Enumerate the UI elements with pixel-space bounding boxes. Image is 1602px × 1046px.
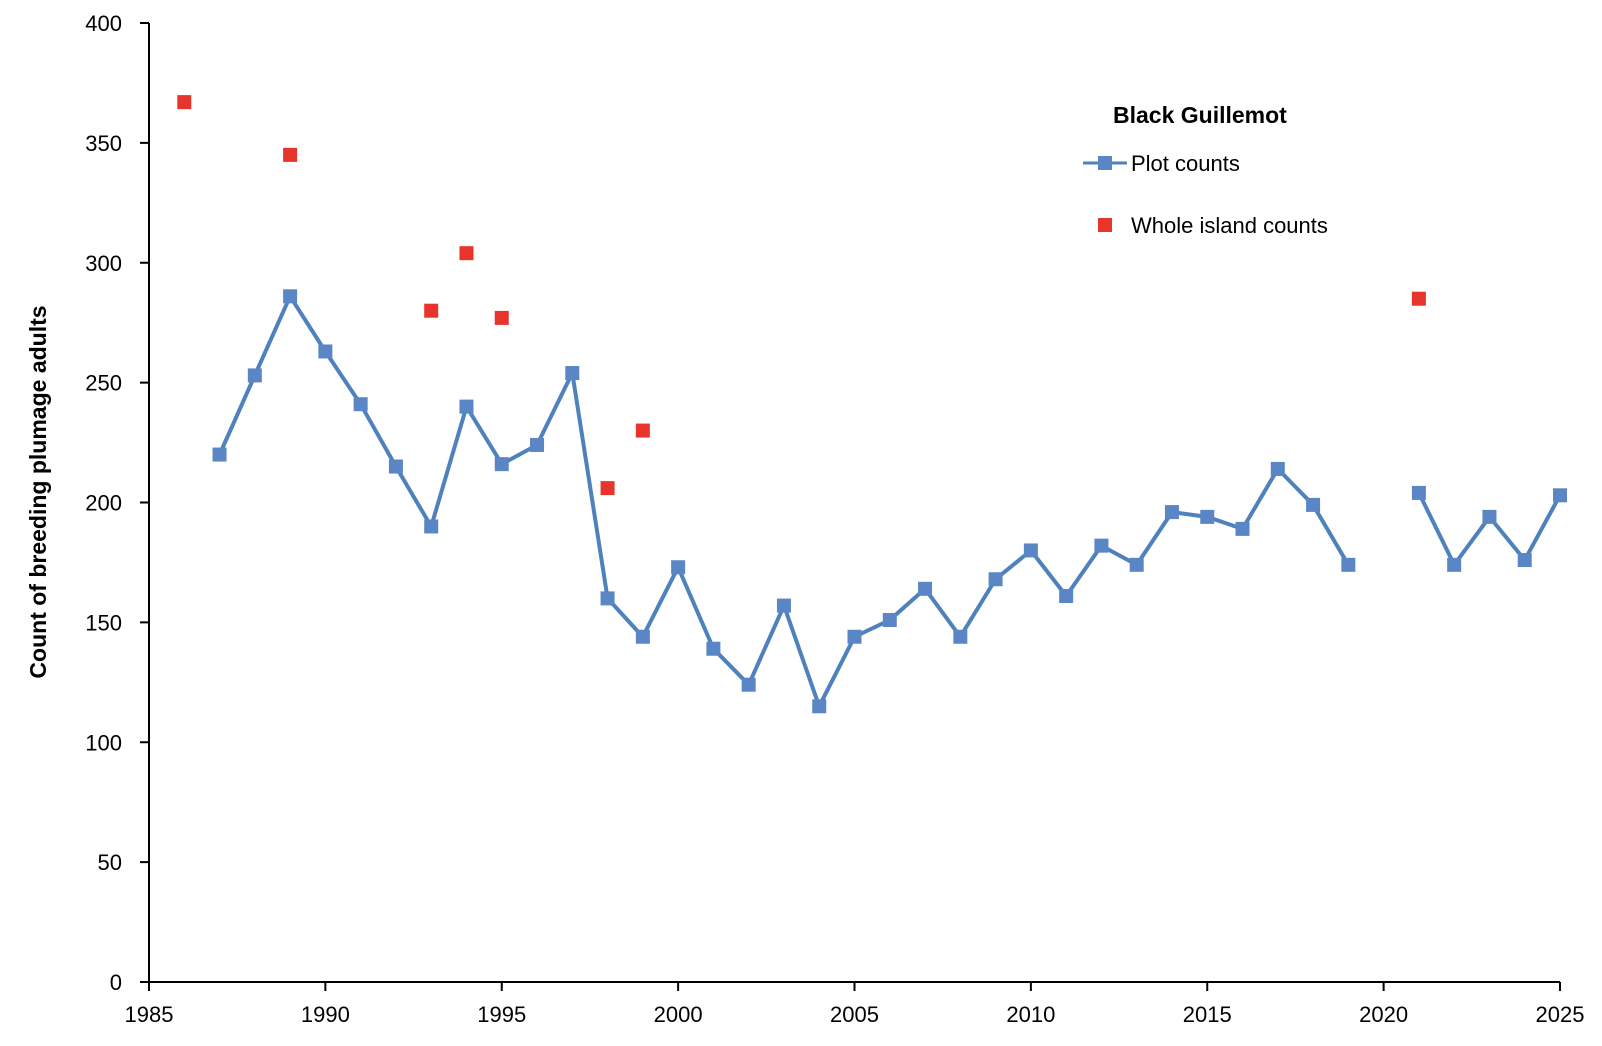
whole-island-counts-point (494, 310, 509, 325)
plot-counts-point (1164, 505, 1179, 520)
plot-counts-line (217, 294, 1351, 709)
legend-item-plot-counts: Plot counts (1083, 151, 1240, 176)
y-tick-label: 200 (85, 491, 122, 516)
plot-counts-point (953, 629, 968, 644)
x-tick-label: 2020 (1359, 1002, 1408, 1027)
plot-counts-point (1482, 509, 1497, 524)
y-axis-title: Count of breeding plumage adults (25, 305, 51, 678)
x-tick-label: 2000 (654, 1002, 703, 1027)
plot-counts-point (424, 519, 439, 534)
y-tick-label: 400 (85, 11, 122, 36)
y-tick-label: 150 (85, 610, 122, 635)
plot-counts-point (1023, 543, 1038, 558)
whole-island-counts-point (283, 147, 298, 162)
plot-counts-point (706, 641, 721, 656)
plot-counts-line (1417, 492, 1562, 567)
plot-counts-point (635, 629, 650, 644)
x-tick-label: 2015 (1183, 1002, 1232, 1027)
plot-counts-point (530, 437, 545, 452)
plot-counts-point (1129, 557, 1144, 572)
plot-counts-point (283, 289, 298, 304)
plot-counts-point (882, 612, 897, 627)
whole-island-counts-point (459, 246, 474, 261)
plot-counts-point (600, 591, 615, 606)
plot-counts-point (1341, 557, 1356, 572)
legend-marker-swatch (1098, 218, 1112, 232)
whole-island-counts-point (635, 423, 650, 438)
plot-counts-point (247, 368, 262, 383)
whole-island-counts-point (1411, 291, 1426, 306)
y-tick-label: 250 (85, 371, 122, 396)
x-tick-label: 1995 (477, 1002, 526, 1027)
plot-counts-point (494, 457, 509, 472)
whole-island-counts-point (600, 481, 615, 496)
plot-counts-point (565, 366, 580, 381)
legend-marker-swatch (1098, 156, 1112, 170)
plot-counts-point (1411, 485, 1426, 500)
plot-counts-point (318, 344, 333, 359)
plot-counts-point (388, 459, 403, 474)
legend-item-whole-island-counts: Whole island counts (1098, 213, 1328, 238)
x-tick-label: 1990 (301, 1002, 350, 1027)
plot-counts-point (1059, 589, 1074, 604)
plot-counts-point (988, 572, 1003, 587)
plot-counts-point (776, 598, 791, 613)
plot-counts-point (1094, 538, 1109, 553)
series-layer (177, 95, 1567, 714)
x-tick-label: 2025 (1536, 1002, 1585, 1027)
plot-counts-point (847, 629, 862, 644)
y-tick-label: 300 (85, 251, 122, 276)
plot-counts-point (918, 581, 933, 596)
y-tick-label: 350 (85, 131, 122, 156)
legend-title: Black Guillemot (1113, 102, 1287, 128)
plot-counts-point (1517, 553, 1532, 568)
plot-counts-point (459, 399, 474, 414)
plot-counts-point (1235, 521, 1250, 536)
plot-counts-point (741, 677, 756, 692)
y-tick-label: 50 (98, 850, 122, 875)
x-tick-label: 2005 (830, 1002, 879, 1027)
plot-counts-point (1200, 509, 1215, 524)
plot-counts-point (353, 397, 368, 412)
plot-counts-point (1553, 488, 1567, 503)
plot-counts-point (812, 699, 827, 714)
plot-counts-point (1270, 461, 1285, 476)
legend-label-plot-counts: Plot counts (1131, 151, 1240, 176)
y-tick-label: 0 (110, 970, 122, 995)
plot-counts-point (1306, 497, 1321, 512)
whole-island-counts-point (424, 303, 439, 318)
y-tick-label: 100 (85, 730, 122, 755)
plot-counts-point (671, 560, 686, 575)
x-tick-label: 2010 (1006, 1002, 1055, 1027)
axes: 0 50 100 150 200 250 300 350 400 1985 1990 1995 2000… (85, 11, 1584, 1027)
legend: Black Guillemot Plot counts Whole island… (1083, 102, 1328, 238)
whole-island-counts-point (177, 95, 192, 110)
x-tick-label: 1985 (125, 1002, 174, 1027)
plot-counts-point (212, 447, 227, 462)
legend-label-whole-island-counts: Whole island counts (1131, 213, 1328, 238)
plot-counts-point (1447, 557, 1462, 572)
